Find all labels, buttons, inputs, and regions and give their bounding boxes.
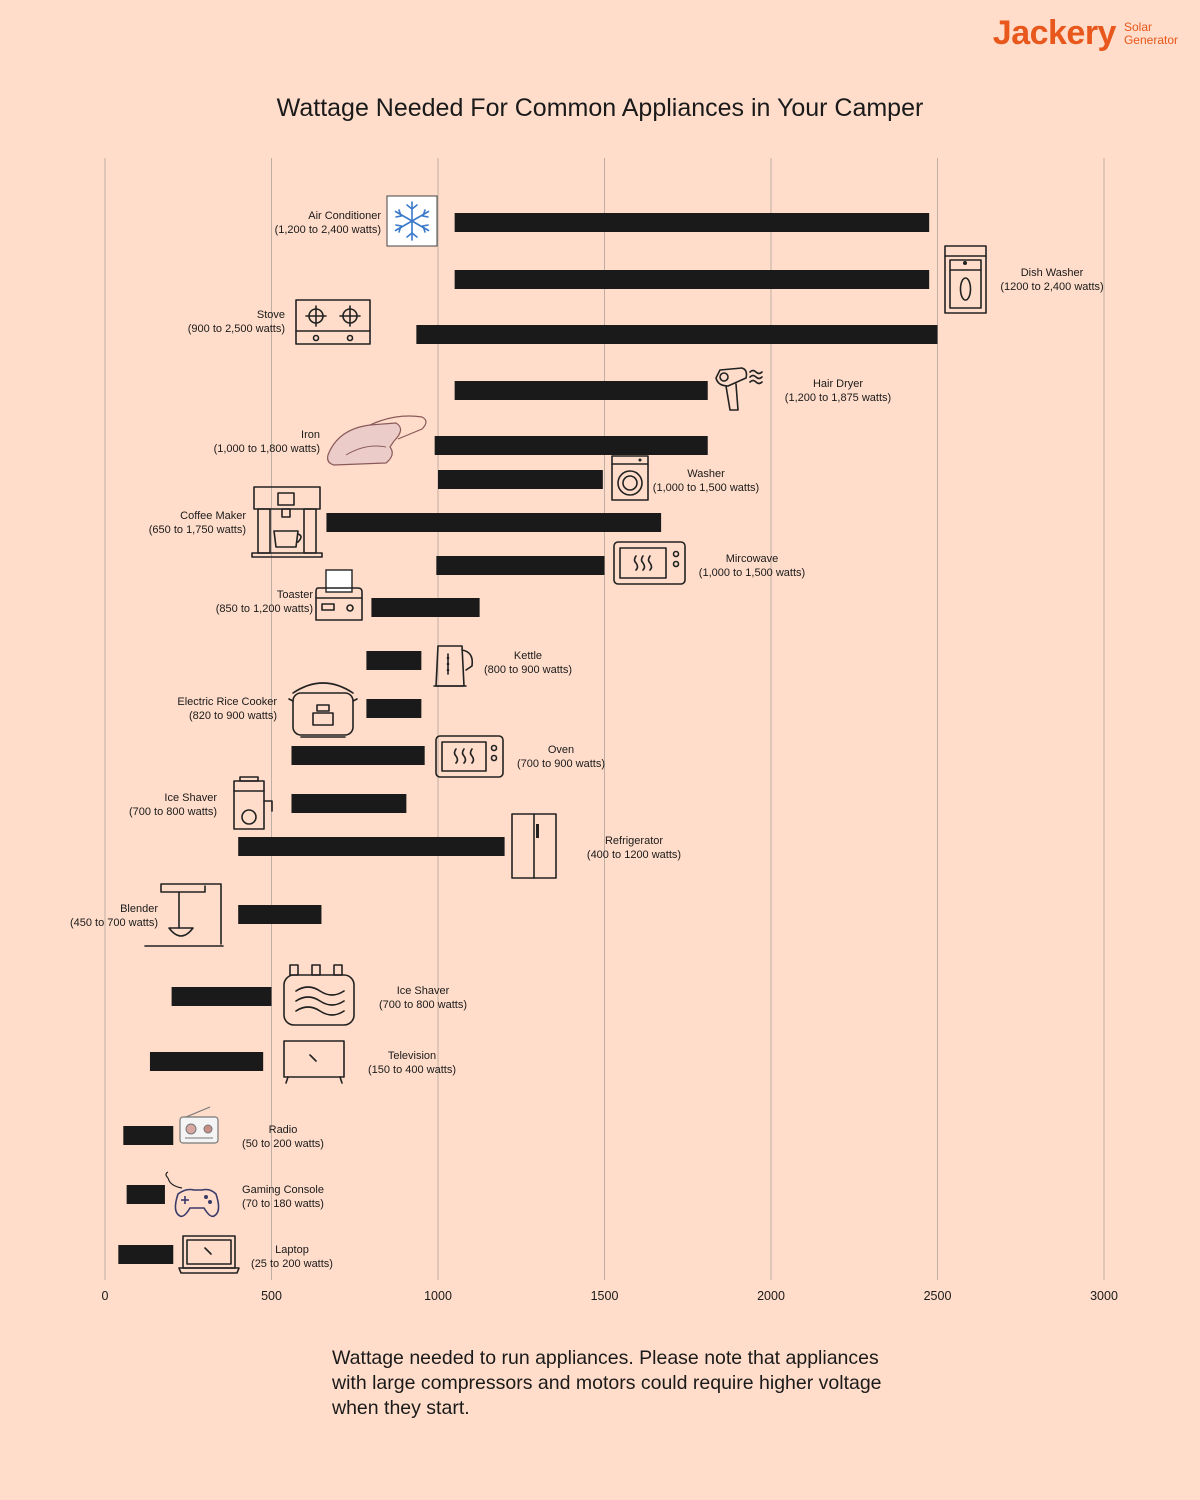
bar-label-name: Coffee Maker xyxy=(180,510,246,522)
bar-label-name: Mircowave xyxy=(726,553,779,565)
x-tick-label: 0 xyxy=(102,1289,109,1303)
bar-label-range: (1200 to 2,400 watts) xyxy=(1000,281,1103,293)
x-tick-label: 3000 xyxy=(1090,1289,1118,1303)
range-bar-chart: 0 500 1000 1500 2000 2500 3000 xyxy=(70,158,1118,1303)
bar-label-range: (1,000 to 1,500 watts) xyxy=(699,567,805,579)
refrigerator-icon xyxy=(511,813,557,879)
bar xyxy=(123,1126,174,1145)
rice-cooker-icon xyxy=(288,682,358,738)
bar xyxy=(238,837,505,856)
bar xyxy=(291,746,425,765)
brand-subtitle: Solar Generator xyxy=(1123,19,1178,47)
snowflake-icon xyxy=(386,195,438,247)
bar-label-range: (1,200 to 1,875 watts) xyxy=(785,392,891,404)
bar-label-name: Blender xyxy=(120,903,158,915)
bar xyxy=(371,598,480,617)
brand-sub-line-1: Solar xyxy=(1123,19,1152,34)
bar-label-name: Ice Shaver xyxy=(164,792,217,804)
x-tick-label: 1000 xyxy=(424,1289,452,1303)
bar-label-name: Washer xyxy=(687,468,725,480)
x-tick-label: 2000 xyxy=(757,1289,785,1303)
bar-label-name: Ice Shaver xyxy=(397,985,450,997)
bar xyxy=(171,987,272,1006)
microwave-icon xyxy=(613,541,686,585)
bar xyxy=(366,699,422,718)
bar-label-name: Laptop xyxy=(275,1244,309,1256)
bar-label-name: Dish Washer xyxy=(1021,267,1084,279)
bar-label-range: (1,000 to 1,500 watts) xyxy=(653,482,759,494)
gamepad-icon xyxy=(165,1171,220,1218)
iron-icon xyxy=(327,415,427,466)
bar xyxy=(238,905,322,924)
bar xyxy=(416,325,938,344)
stove-icon xyxy=(295,299,371,345)
blender-icon xyxy=(144,883,224,947)
kettle-icon xyxy=(433,645,474,687)
toaster-oven-icon xyxy=(283,964,355,1026)
washer-icon xyxy=(611,455,649,501)
bar-label-range: (1,200 to 2,400 watts) xyxy=(275,224,381,236)
bar-label-range: (450 to 700 watts) xyxy=(70,917,158,929)
bar xyxy=(291,794,407,813)
bar-label-range: (900 to 2,500 watts) xyxy=(188,323,285,335)
bar-label-name: Stove xyxy=(257,309,285,321)
bar-label-range: (50 to 200 watts) xyxy=(242,1138,324,1150)
dishwasher-icon xyxy=(944,245,987,314)
bar xyxy=(436,556,605,575)
bar-label-name: Hair Dryer xyxy=(813,378,863,390)
bar-label-range: (700 to 800 watts) xyxy=(129,806,217,818)
chart-footnote: Wattage needed to run appliances. Please… xyxy=(332,1347,882,1419)
bar-label-range: (1,000 to 1,800 watts) xyxy=(214,443,320,455)
bar-label-name: Kettle xyxy=(514,650,542,662)
bar xyxy=(366,651,422,670)
bar-label-name: Refrigerator xyxy=(605,835,663,847)
bar xyxy=(454,213,930,232)
bar-label-name: Iron xyxy=(301,429,320,441)
coffee-maker-icon xyxy=(251,486,323,558)
bar-label-name: Television xyxy=(388,1050,436,1062)
radio-icon xyxy=(179,1106,219,1144)
toaster-icon xyxy=(315,569,363,621)
bar-label-range: (850 to 1,200 watts) xyxy=(216,603,313,615)
bar-label-range: (700 to 900 watts) xyxy=(517,758,605,770)
bar xyxy=(454,270,930,289)
brand-sub-line-2: Generator xyxy=(1123,32,1178,47)
hair-dryer-icon xyxy=(715,367,763,411)
x-tick-label: 1500 xyxy=(591,1289,619,1303)
bar xyxy=(126,1185,165,1204)
bar xyxy=(149,1052,264,1071)
bar xyxy=(326,513,662,532)
bar-label-range: (800 to 900 watts) xyxy=(484,664,572,676)
x-tick-label: 2500 xyxy=(924,1289,952,1303)
laptop-icon xyxy=(178,1235,240,1274)
bar xyxy=(438,470,603,489)
bar-label-range: (150 to 400 watts) xyxy=(368,1064,456,1076)
bar-label-name: Toaster xyxy=(277,589,313,601)
x-tick-label: 500 xyxy=(261,1289,282,1303)
bar-label-name: Radio xyxy=(269,1124,298,1136)
bar-label-range: (400 to 1200 watts) xyxy=(587,849,681,861)
television-icon xyxy=(283,1040,345,1084)
bar xyxy=(434,436,708,455)
bar-label-range: (700 to 800 watts) xyxy=(379,999,467,1011)
brand-name: Jackery xyxy=(992,14,1117,52)
bar-label-range: (70 to 180 watts) xyxy=(242,1198,324,1210)
bar-label-name: Electric Rice Cooker xyxy=(177,696,277,708)
bar xyxy=(454,381,708,400)
chart-title: Wattage Needed For Common Appliances in … xyxy=(276,94,924,122)
bar xyxy=(118,1245,174,1264)
bar-label-range: (820 to 900 watts) xyxy=(189,710,277,722)
bar-label-range: (25 to 200 watts) xyxy=(251,1258,333,1270)
ice-shaver-icon xyxy=(233,776,273,830)
bar-label-name: Oven xyxy=(548,744,574,756)
bar-label-name: Air Conditioner xyxy=(308,210,381,222)
oven-icon xyxy=(435,735,504,778)
bar-label-range: (650 to 1,750 watts) xyxy=(149,524,246,536)
bar-label-name: Gaming Console xyxy=(242,1184,324,1196)
brand-logo: Jackery Solar Generator xyxy=(993,14,1178,53)
